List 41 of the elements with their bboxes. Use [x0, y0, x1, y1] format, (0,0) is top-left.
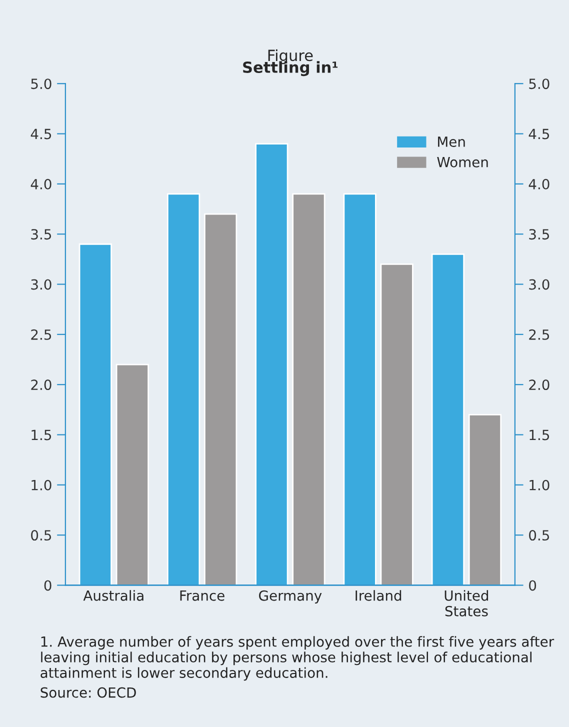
- bar: [255, 143, 288, 586]
- y2-tick-label: 3.0: [529, 279, 550, 290]
- x-tick-label: Australia: [83, 590, 144, 601]
- y-tick-label: 5.0: [31, 78, 52, 90]
- y2-tick-label: 3.5: [529, 229, 550, 240]
- y2-tick-label: 2.0: [529, 380, 550, 390]
- y-tick-label: 0: [44, 580, 52, 591]
- x-tick-label: France: [180, 590, 224, 601]
- x-tick-label: United States: [444, 590, 488, 616]
- legend-label: Women: [437, 157, 488, 168]
- y-tick-label: 4.5: [30, 128, 52, 140]
- y-tick-label: 3.0: [31, 279, 52, 290]
- y2-tick-label: 2.5: [529, 329, 550, 340]
- y-tick-label: 2.5: [31, 329, 52, 340]
- y-tick-label: 1.5: [32, 430, 52, 440]
- y2-tick-label: 4.0: [528, 178, 550, 190]
- source-note: Source: OECD: [40, 687, 136, 698]
- x-tick-label: Germany: [259, 590, 322, 604]
- y-tick-label: 4.0: [30, 178, 52, 190]
- bar: [380, 263, 414, 586]
- bar: [468, 414, 502, 586]
- bar: [166, 193, 200, 586]
- bar: [431, 253, 465, 586]
- y-tick-label: 2.0: [31, 380, 52, 390]
- y-tick-label: 1.0: [32, 480, 52, 490]
- y2-tick-label: 5.0: [529, 78, 550, 90]
- x-tick-label: Ireland: [356, 590, 402, 601]
- bar: [78, 243, 112, 586]
- y-tick-label: 0.5: [31, 530, 52, 541]
- bar: [343, 193, 376, 586]
- legend-label: Men: [438, 136, 465, 147]
- bar: [292, 193, 326, 586]
- y2-tick-label: 1.5: [530, 430, 550, 440]
- y2-tick-label: 0.5: [529, 530, 550, 541]
- bar: [116, 364, 149, 586]
- bar: [204, 213, 238, 586]
- y2-tick-label: 4.5: [528, 128, 550, 140]
- y-tick-label: 3.5: [31, 229, 52, 240]
- y2-tick-label: 1.0: [530, 480, 550, 490]
- y2-tick-label: 0: [529, 580, 536, 591]
- text: 1. Average number of years spent employed over the first five years after leaving initial education by persons whose highest level of educational attainment is lower secondary education.: [40, 636, 554, 681]
